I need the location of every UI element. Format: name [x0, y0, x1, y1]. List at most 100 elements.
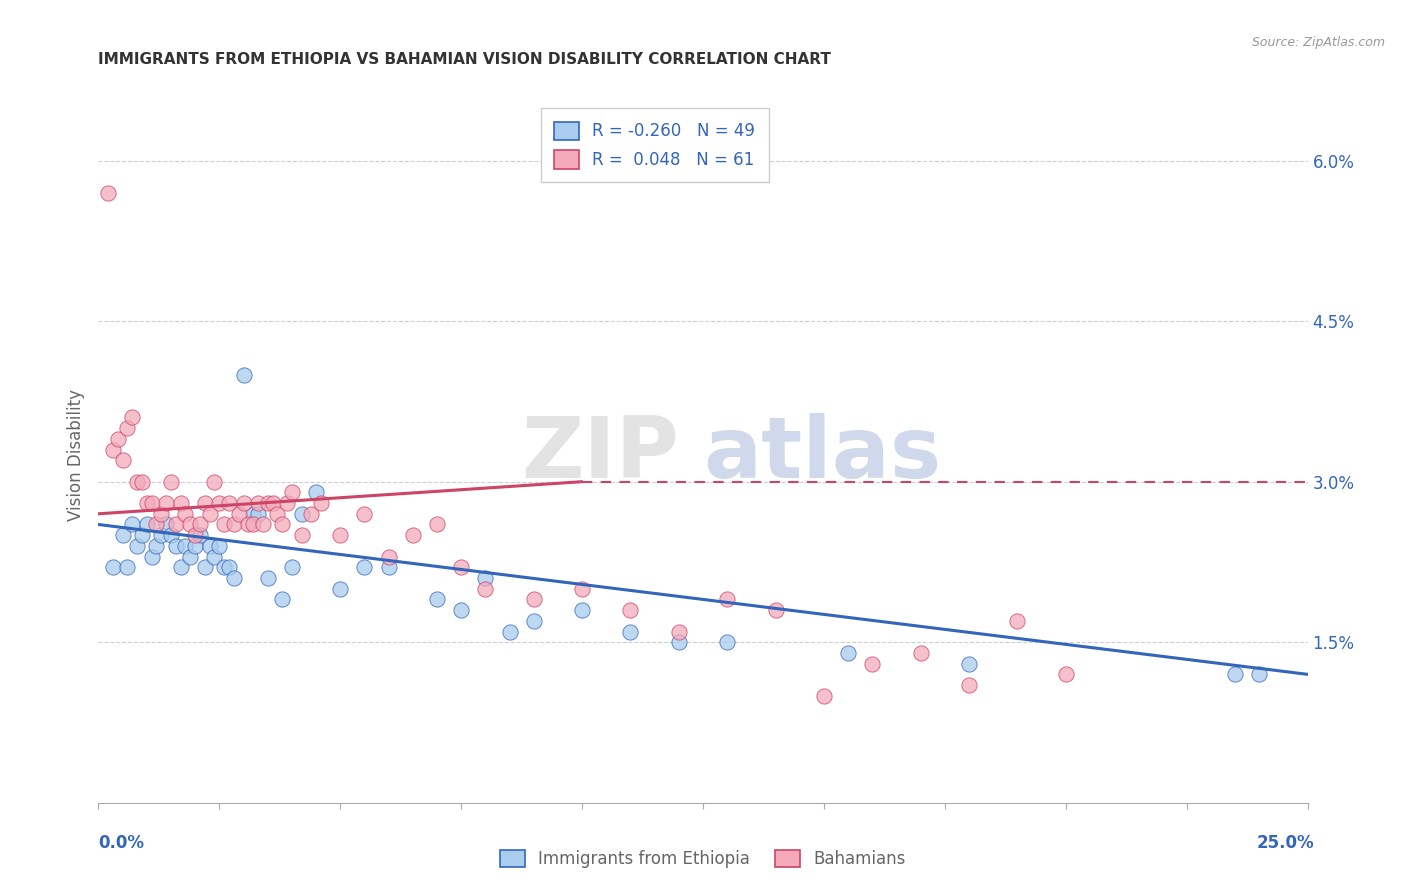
Point	[252, 517, 274, 532]
Text: ZIP: ZIP	[522, 413, 679, 497]
Point	[188, 517, 211, 532]
Point	[184, 528, 207, 542]
Point	[256, 496, 278, 510]
Point	[281, 560, 304, 574]
Point	[619, 624, 641, 639]
Point	[184, 539, 207, 553]
Point	[208, 496, 231, 510]
Text: atlas: atlas	[703, 413, 941, 497]
Point	[111, 528, 134, 542]
Point	[1249, 667, 1271, 681]
Point	[247, 496, 270, 510]
Point	[256, 571, 278, 585]
Point	[299, 507, 322, 521]
Point	[266, 507, 288, 521]
Point	[101, 560, 124, 574]
Point	[101, 442, 124, 457]
Point	[150, 507, 173, 521]
Point	[218, 496, 240, 510]
Point	[668, 635, 690, 649]
Point	[668, 624, 690, 639]
Point	[402, 528, 425, 542]
Point	[165, 539, 187, 553]
Point	[165, 517, 187, 532]
Point	[145, 539, 167, 553]
Point	[837, 646, 859, 660]
Point	[194, 560, 217, 574]
Point	[329, 528, 352, 542]
Point	[377, 549, 399, 564]
Point	[716, 592, 738, 607]
Point	[198, 507, 221, 521]
Point	[232, 496, 254, 510]
Point	[179, 517, 201, 532]
Point	[127, 539, 149, 553]
Legend: R = -0.260   N = 49, R =  0.048   N = 61: R = -0.260 N = 49, R = 0.048 N = 61	[541, 109, 769, 183]
Point	[242, 507, 264, 521]
Point	[1054, 667, 1077, 681]
Point	[353, 560, 375, 574]
Point	[523, 592, 546, 607]
Point	[309, 496, 332, 510]
Point	[271, 592, 294, 607]
Point	[523, 614, 546, 628]
Point	[160, 475, 183, 489]
Point	[450, 603, 472, 617]
Point	[174, 507, 197, 521]
Point	[957, 657, 980, 671]
Point	[212, 517, 235, 532]
Point	[117, 560, 139, 574]
Point	[276, 496, 298, 510]
Point	[121, 517, 143, 532]
Point	[169, 496, 191, 510]
Point	[232, 368, 254, 382]
Point	[474, 582, 496, 596]
Point	[571, 603, 593, 617]
Point	[218, 560, 240, 574]
Point	[329, 582, 352, 596]
Point	[135, 496, 157, 510]
Point	[111, 453, 134, 467]
Point	[860, 657, 883, 671]
Point	[450, 560, 472, 574]
Point	[188, 528, 211, 542]
Point	[281, 485, 304, 500]
Point	[716, 635, 738, 649]
Point	[127, 475, 149, 489]
Point	[290, 507, 312, 521]
Point	[238, 517, 260, 532]
Point	[131, 528, 153, 542]
Point	[121, 410, 143, 425]
Point	[619, 603, 641, 617]
Point	[765, 603, 787, 617]
Point	[1007, 614, 1029, 628]
Legend: Immigrants from Ethiopia, Bahamians: Immigrants from Ethiopia, Bahamians	[494, 843, 912, 875]
Point	[160, 528, 183, 542]
Point	[169, 560, 191, 574]
Point	[222, 517, 245, 532]
Y-axis label: Vision Disability: Vision Disability	[66, 389, 84, 521]
Point	[1223, 667, 1246, 681]
Point	[271, 517, 294, 532]
Point	[194, 496, 217, 510]
Point	[262, 496, 284, 510]
Point	[141, 496, 163, 510]
Text: 0.0%: 0.0%	[98, 834, 145, 852]
Point	[135, 517, 157, 532]
Point	[179, 549, 201, 564]
Point	[155, 517, 177, 532]
Point	[305, 485, 328, 500]
Point	[212, 560, 235, 574]
Point	[145, 517, 167, 532]
Point	[204, 549, 226, 564]
Point	[290, 528, 312, 542]
Point	[910, 646, 932, 660]
Point	[242, 517, 264, 532]
Point	[131, 475, 153, 489]
Point	[474, 571, 496, 585]
Point	[155, 496, 177, 510]
Point	[426, 592, 449, 607]
Point	[377, 560, 399, 574]
Point	[208, 539, 231, 553]
Point	[498, 624, 520, 639]
